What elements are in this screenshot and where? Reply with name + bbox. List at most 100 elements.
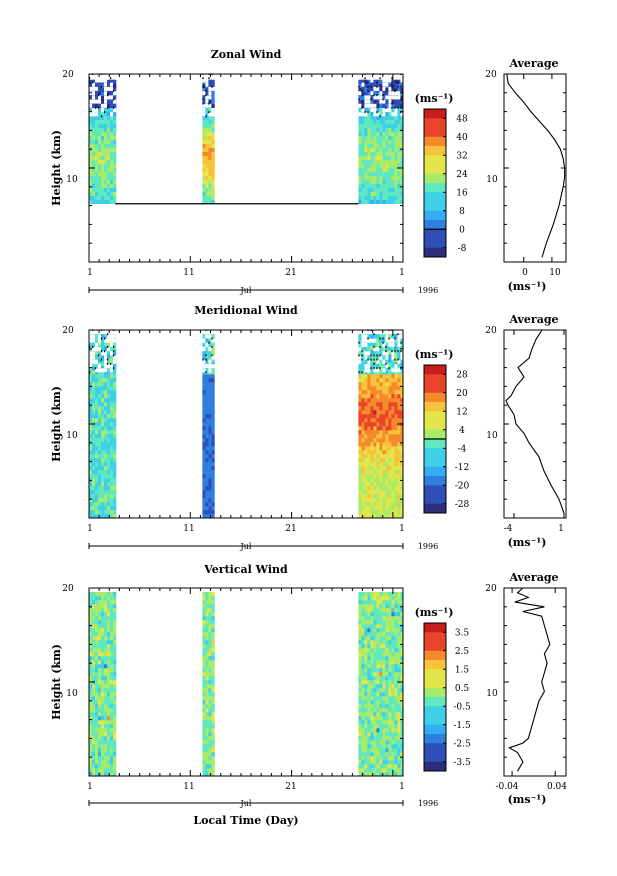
heatmap-cell: [92, 684, 96, 689]
heatmap-cell: [104, 498, 108, 503]
heatmap-cell: [373, 756, 377, 761]
heatmap-cell: [379, 688, 383, 693]
contour-mark: [110, 362, 112, 365]
heatmap-cell: [113, 406, 117, 411]
heatmap-cell: [376, 127, 380, 132]
heatmap-cell: [376, 103, 380, 108]
missing-cell: [367, 368, 371, 373]
heatmap-cell: [205, 354, 209, 359]
heatmap-cell: [107, 736, 111, 741]
heatmap-cell: [205, 664, 209, 669]
missing-cell: [110, 86, 114, 91]
heatmap-cell: [101, 91, 105, 96]
heatmap-cell: [370, 123, 374, 128]
heatmap-cell: [107, 490, 111, 495]
heatmap-cell: [208, 462, 212, 467]
heatmap-cell: [388, 724, 392, 729]
missing-cell: [205, 78, 209, 83]
missing-cell: [385, 351, 389, 356]
heatmap-cell: [382, 624, 386, 629]
missing-cell: [391, 355, 395, 360]
heatmap-cell: [370, 748, 374, 753]
heatmap-cell: [385, 498, 389, 503]
heatmap-cell: [388, 632, 392, 637]
heatmap-cell: [364, 87, 368, 92]
contour-mark: [382, 94, 384, 97]
heatmap-cell: [391, 624, 395, 629]
missing-cell: [110, 364, 114, 369]
heatmap-cell: [394, 199, 398, 204]
contour-mark: [98, 94, 100, 97]
heatmap-cell: [205, 358, 209, 363]
colorbar-tick-label: 3.5: [455, 628, 470, 638]
heatmap-cell: [98, 684, 102, 689]
heatmap-cell: [370, 620, 374, 625]
heatmap-cell: [101, 700, 105, 705]
heatmap-cell: [361, 470, 365, 475]
heatmap-cell: [95, 474, 99, 479]
heatmap-cell: [202, 620, 206, 625]
heatmap-cell: [113, 143, 117, 148]
heatmap-cell: [364, 382, 368, 387]
heatmap-cell: [364, 656, 368, 661]
missing-cell: [104, 82, 108, 87]
heatmap-cell: [373, 366, 377, 371]
colorbar-tick-label: -12: [455, 463, 470, 473]
colorbar-swatch: [424, 724, 446, 735]
heatmap-cell: [373, 79, 377, 84]
heatmap-cell: [208, 382, 212, 387]
heatmap-cell: [376, 131, 380, 136]
heatmap-cell: [400, 358, 403, 363]
heatmap-cell: [388, 692, 392, 697]
heatmap-cell: [364, 640, 368, 645]
heatmap-cell: [98, 768, 102, 773]
heatmap-cell: [376, 410, 380, 415]
heatmap-cell: [95, 760, 99, 765]
heatmap-cell: [397, 103, 401, 108]
heatmap-cell: [208, 616, 212, 621]
heatmap-cell: [211, 664, 215, 669]
heatmap-cell: [376, 700, 380, 705]
heatmap-cell: [205, 119, 209, 124]
heatmap-cell: [361, 398, 365, 403]
heatmap-cell: [379, 712, 383, 717]
heatmap-cell: [400, 514, 403, 518]
heatmap-cell: [388, 155, 392, 160]
heatmap-cell: [205, 111, 209, 116]
heatmap-cell: [373, 386, 377, 391]
heatmap-cell: [391, 712, 395, 717]
heatmap-cell: [205, 656, 209, 661]
heatmap-cell: [400, 183, 403, 188]
heatmap-cell: [101, 115, 105, 120]
heatmap-cell: [361, 652, 365, 657]
heatmap-cell: [364, 600, 368, 605]
colorbar-tick-label: 0: [459, 225, 465, 235]
heatmap-cell: [113, 724, 117, 729]
heatmap-cell: [211, 179, 215, 184]
missing-cell: [104, 364, 108, 369]
heatmap-cell: [104, 430, 108, 435]
missing-cell: [110, 368, 114, 373]
heatmap-cell: [391, 83, 395, 88]
heatmap-cell: [358, 502, 362, 507]
heatmap-cell: [107, 486, 111, 491]
heatmap-cell: [385, 720, 389, 725]
heatmap-cell: [391, 656, 395, 661]
heatmap-cell: [107, 660, 111, 665]
y-tick-label: 10: [66, 689, 78, 699]
heatmap-cell: [202, 151, 206, 156]
heatmap-cell: [89, 402, 93, 407]
missing-cell: [382, 326, 385, 330]
heatmap-cell: [367, 490, 371, 495]
heatmap-cell: [367, 167, 371, 172]
heatmap-cell: [379, 127, 383, 132]
heatmap-cell: [376, 450, 380, 455]
heatmap-cell: [208, 127, 212, 132]
heatmap-cell: [211, 712, 215, 717]
heatmap-cell: [104, 636, 108, 641]
heatmap-cell: [104, 740, 108, 745]
heatmap-cell: [205, 748, 209, 753]
heatmap-cell: [361, 672, 365, 677]
heatmap-cell: [358, 632, 362, 637]
heatmap-cell: [208, 366, 212, 371]
